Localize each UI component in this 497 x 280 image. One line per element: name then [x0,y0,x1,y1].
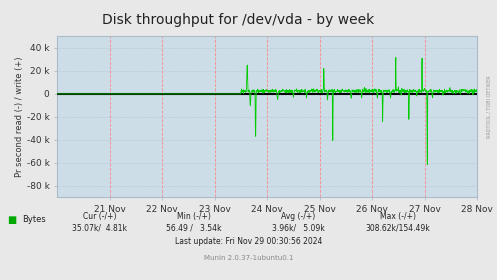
Y-axis label: Pr second read (-) / write (+): Pr second read (-) / write (+) [15,57,24,177]
Text: Last update: Fri Nov 29 00:30:56 2024: Last update: Fri Nov 29 00:30:56 2024 [175,237,322,246]
Text: Cur (-/+): Cur (-/+) [83,212,116,221]
Text: 308.62k/154.49k: 308.62k/154.49k [365,224,430,233]
Text: Bytes: Bytes [22,215,46,224]
Text: Munin 2.0.37-1ubuntu0.1: Munin 2.0.37-1ubuntu0.1 [204,255,293,261]
Text: Disk throughput for /dev/vda - by week: Disk throughput for /dev/vda - by week [102,13,375,27]
Text: RRDTOOL / TOBI OETIKER: RRDTOOL / TOBI OETIKER [486,75,491,138]
Text: ■: ■ [7,215,17,225]
Text: 35.07k/  4.81k: 35.07k/ 4.81k [72,224,127,233]
Text: 3.96k/   5.09k: 3.96k/ 5.09k [272,224,325,233]
Text: 56.49 /   3.54k: 56.49 / 3.54k [166,224,222,233]
Text: Avg (-/+): Avg (-/+) [281,212,315,221]
Text: Min (-/+): Min (-/+) [177,212,211,221]
Text: Max (-/+): Max (-/+) [380,212,415,221]
